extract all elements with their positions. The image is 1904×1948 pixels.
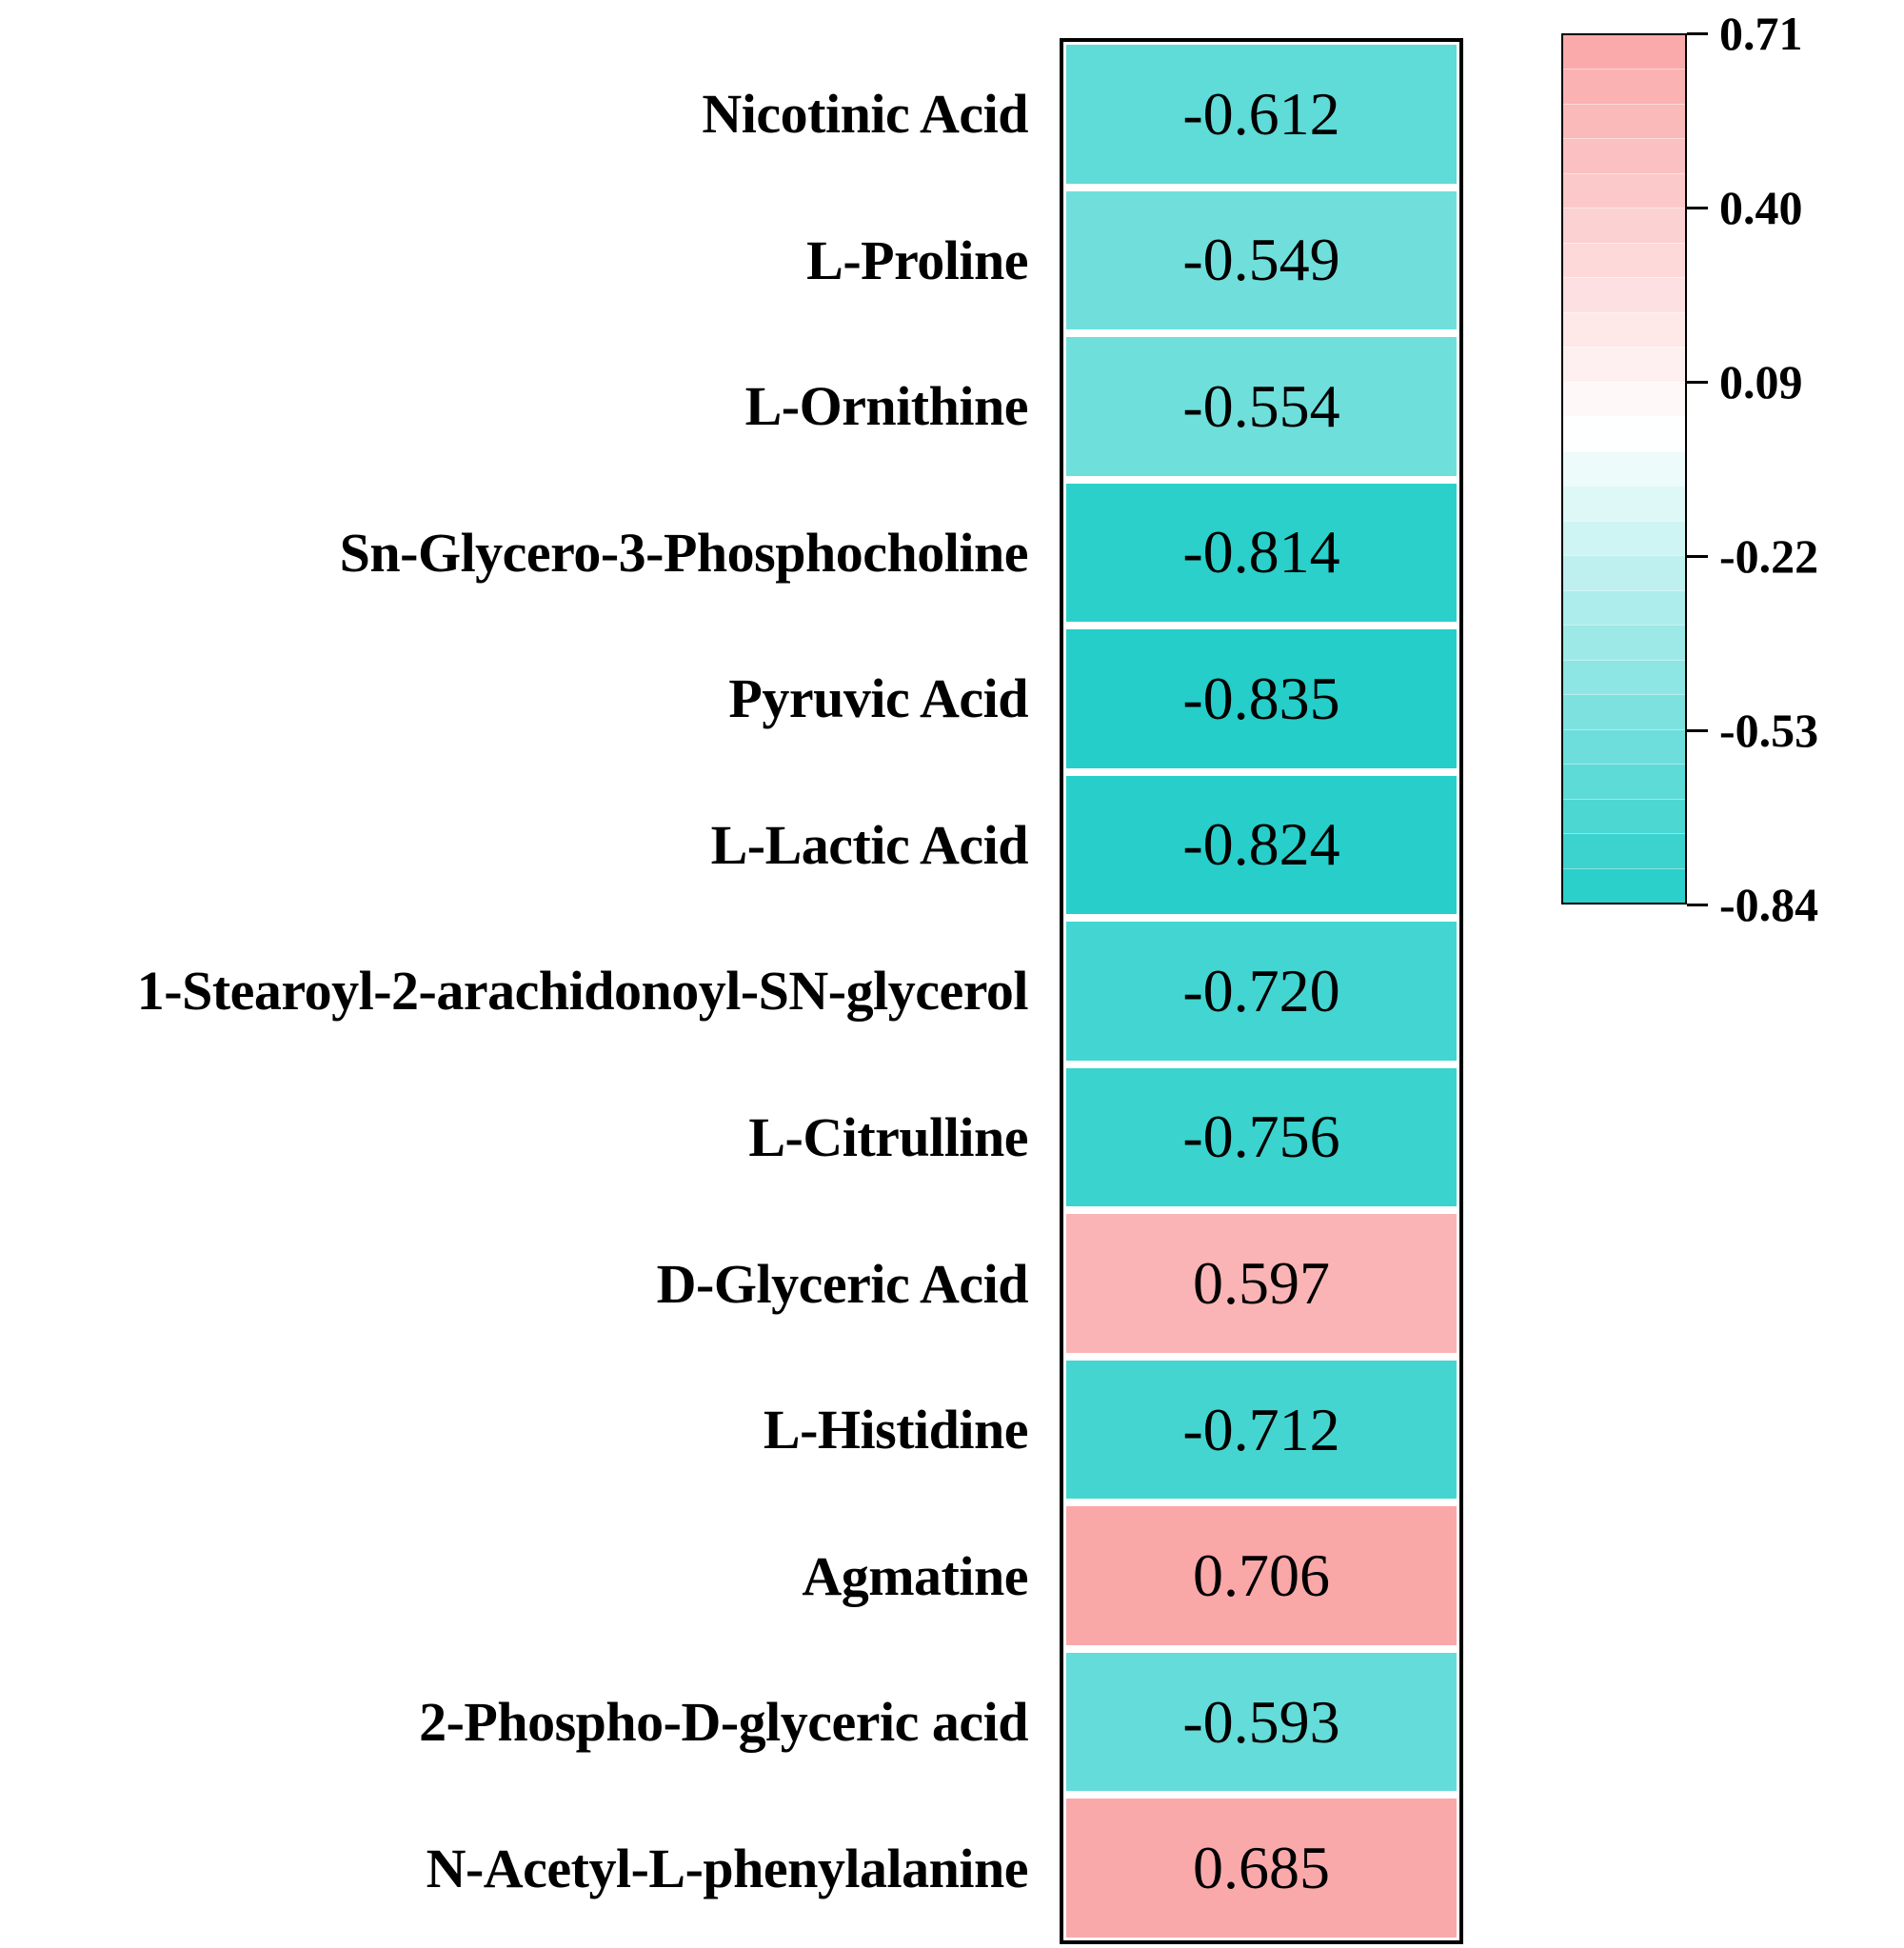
colorbar-band — [1563, 138, 1685, 173]
heatmap-cell-7: -0.720 — [1066, 922, 1457, 1061]
colorbar-tick-mark-5 — [1687, 728, 1708, 732]
colorbar-tick-mark-3 — [1687, 380, 1708, 384]
colorbar-band — [1563, 311, 1685, 348]
colorbar-band — [1563, 589, 1685, 626]
row-label-5: Pyruvic Acid — [728, 667, 1028, 730]
cell-value-1: -0.612 — [1182, 79, 1340, 148]
colorbar-tick-label-3: 0.09 — [1719, 355, 1803, 408]
row-label-2: L-Proline — [806, 229, 1028, 291]
heatmap-cell-10: -0.712 — [1066, 1360, 1457, 1500]
colorbar-band — [1563, 35, 1685, 70]
colorbar-band — [1563, 381, 1685, 417]
colorbar-tick-label-4: -0.22 — [1719, 529, 1819, 583]
colorbar-band — [1563, 833, 1685, 868]
row-label-13: N-Acetyl-L-phenylalanine — [426, 1837, 1029, 1899]
colorbar-band — [1563, 659, 1685, 695]
cell-value-11: 0.706 — [1193, 1541, 1330, 1610]
cell-value-8: -0.756 — [1182, 1103, 1340, 1171]
colorbar-band — [1563, 694, 1685, 729]
heatmap-cell-8: -0.756 — [1066, 1067, 1457, 1207]
row-label-11: Agmatine — [802, 1544, 1028, 1607]
heatmap-cell-9: 0.597 — [1066, 1214, 1457, 1353]
heatmap-cell-11: 0.706 — [1066, 1506, 1457, 1645]
cell-value-3: -0.554 — [1182, 371, 1340, 440]
colorbar-tick-mark-1 — [1687, 31, 1708, 35]
row-label-7: 1-Stearoyl-2-arachidonoyl-SN-glycerol — [136, 960, 1029, 1023]
heatmap-cell-2: -0.549 — [1066, 190, 1457, 330]
row-label-1: Nicotinic Acid — [702, 83, 1028, 146]
heatmap-cell-1: -0.612 — [1066, 45, 1457, 184]
colorbar-band — [1563, 242, 1685, 278]
colorbar-tick-mark-2 — [1687, 206, 1708, 209]
colorbar-band — [1563, 69, 1685, 104]
row-label-9: D-Glyceric Acid — [656, 1252, 1029, 1315]
colorbar-band — [1563, 555, 1685, 590]
cell-value-13: 0.685 — [1193, 1834, 1330, 1902]
colorbar-tick-label-5: -0.53 — [1719, 704, 1819, 757]
colorbar-tick-mark-4 — [1687, 554, 1708, 558]
cell-value-9: 0.597 — [1193, 1249, 1330, 1318]
row-label-6: L-Lactic Acid — [710, 813, 1029, 876]
cell-value-5: -0.835 — [1182, 664, 1340, 732]
row-label-12: 2-Phospho-D-glyceric acid — [419, 1691, 1028, 1754]
heatmap-cell-5: -0.835 — [1066, 629, 1457, 768]
colorbar-band — [1563, 764, 1685, 799]
cell-value-2: -0.549 — [1182, 226, 1340, 294]
row-label-3: L-Ornithine — [744, 375, 1029, 438]
colorbar-tick-label-6: -0.84 — [1719, 878, 1819, 931]
heatmap-column: -0.612 -0.549 -0.554 -0.814 -0.835 -0.824 -0.7… — [1060, 38, 1463, 1944]
colorbar — [1561, 33, 1687, 904]
colorbar-band — [1563, 520, 1685, 556]
heatmap-cell-4: -0.814 — [1066, 483, 1457, 623]
cell-value-12: -0.593 — [1182, 1687, 1340, 1756]
colorbar-band — [1563, 625, 1685, 660]
heatmap-cell-12: -0.593 — [1066, 1652, 1457, 1792]
colorbar-band — [1563, 208, 1685, 243]
colorbar-tick-mark-6 — [1687, 903, 1708, 906]
cell-value-6: -0.824 — [1182, 810, 1340, 879]
cell-value-10: -0.712 — [1182, 1395, 1340, 1463]
cell-value-7: -0.720 — [1182, 956, 1340, 1024]
colorbar-band — [1563, 450, 1685, 487]
colorbar-band — [1563, 103, 1685, 139]
colorbar-band — [1563, 347, 1685, 382]
heatmap-cell-3: -0.554 — [1066, 337, 1457, 476]
colorbar-band — [1563, 486, 1685, 521]
row-label-10: L-Histidine — [763, 1399, 1029, 1461]
colorbar-band — [1563, 277, 1685, 312]
colorbar-band — [1563, 416, 1685, 451]
colorbar-band — [1563, 798, 1685, 834]
row-label-8: L-Citrulline — [748, 1105, 1028, 1168]
colorbar-tick-label-1: 0.71 — [1719, 7, 1803, 60]
heatmap-cell-6: -0.824 — [1066, 775, 1457, 915]
row-labels-column: Nicotinic Acid L-Proline L-Ornithine Sn-Gly… — [0, 45, 1029, 1938]
colorbar-tick-label-2: 0.40 — [1719, 181, 1803, 234]
colorbar-band — [1563, 728, 1685, 765]
colorbar-band — [1563, 867, 1685, 904]
heatmap-cell-13: 0.685 — [1066, 1799, 1457, 1938]
colorbar-band — [1563, 172, 1685, 209]
row-label-4: Sn-Glycero-3-Phosphocholine — [339, 521, 1029, 584]
cell-value-4: -0.814 — [1182, 518, 1340, 586]
